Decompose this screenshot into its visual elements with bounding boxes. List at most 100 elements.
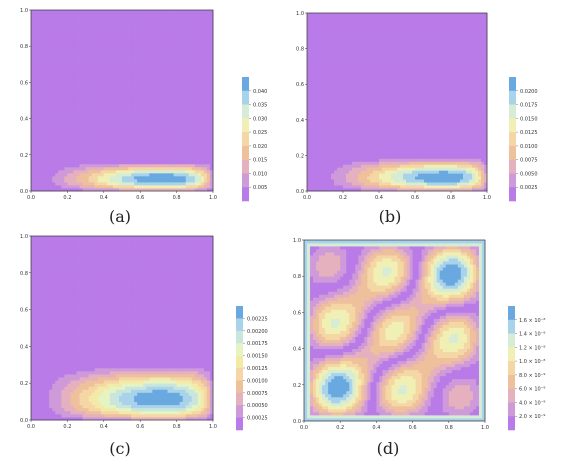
contour-cell — [307, 146, 311, 150]
contour-cell — [79, 16, 83, 20]
contour-cell — [31, 187, 35, 192]
contour-cell — [70, 187, 74, 192]
contour-cell — [118, 31, 123, 35]
contour-cell — [103, 43, 108, 47]
contour-cell — [118, 130, 123, 135]
contour-cell — [79, 121, 83, 126]
contour-cell — [188, 121, 193, 126]
contour-cell — [310, 152, 314, 156]
contour-cell — [409, 176, 413, 180]
contour-cell — [176, 61, 181, 65]
contour-cell — [43, 178, 47, 183]
contour-cell — [103, 169, 108, 174]
contour-cell — [128, 112, 132, 116]
contour-cell — [388, 167, 392, 171]
contour-cell — [170, 79, 174, 83]
contour-cell — [430, 179, 434, 183]
contour-cell — [430, 137, 434, 141]
contour-cell — [397, 173, 401, 177]
contour-cell — [58, 175, 62, 180]
contour-cell — [140, 91, 144, 95]
contour-cell — [352, 179, 356, 183]
contour-cell — [76, 76, 80, 80]
contour-cell — [64, 115, 68, 119]
contour-cell — [382, 152, 386, 156]
contour-cell — [364, 149, 368, 153]
contour-cell — [70, 13, 74, 17]
contour-cell — [97, 37, 102, 41]
contour-cell — [55, 142, 59, 147]
contour-cell — [361, 179, 365, 183]
contour-cell — [170, 103, 174, 107]
contour-cell — [325, 185, 329, 189]
contour-cell — [88, 184, 93, 189]
contour-cell — [106, 118, 111, 123]
contour-cell — [79, 94, 83, 98]
contour-cell — [94, 172, 99, 177]
contour-cell — [182, 181, 187, 186]
contour-cell — [325, 131, 329, 136]
contour-cell — [349, 128, 353, 133]
contour-cell — [73, 67, 77, 71]
contour-cell — [427, 125, 431, 130]
contour-cell — [373, 122, 377, 127]
contour-cell — [46, 46, 50, 50]
contour-cell — [76, 19, 80, 23]
contour-cell — [197, 172, 202, 177]
contour-cell — [146, 40, 150, 44]
contour-cell — [194, 37, 199, 41]
contour-cell — [88, 175, 93, 180]
contour-cell — [155, 187, 159, 192]
contour-cell — [313, 170, 317, 174]
contour-cell — [463, 125, 467, 130]
contour-cell — [188, 142, 193, 147]
contour-cell — [143, 28, 147, 32]
contour-cell — [436, 152, 440, 156]
contour-cell — [91, 115, 96, 119]
contour-cell — [463, 143, 467, 147]
contour-cell — [439, 146, 443, 150]
contour-cell — [55, 28, 59, 32]
contour-cell — [191, 31, 196, 35]
contour-cell — [391, 170, 395, 174]
contour-cell — [31, 118, 35, 123]
contour-cell — [352, 173, 356, 177]
contour-cell — [170, 67, 174, 71]
contour-cell — [131, 148, 135, 153]
contour-cell — [134, 88, 138, 92]
contour-cell — [418, 188, 422, 192]
contour-cell — [82, 37, 86, 41]
contour-cell — [103, 10, 108, 14]
contour-cell — [418, 134, 422, 138]
contour-cell — [76, 73, 80, 77]
contour-cell — [185, 91, 190, 95]
contour-cell — [40, 55, 44, 59]
contour-cell — [118, 160, 123, 165]
contour-cell — [55, 85, 59, 89]
contour-cell — [325, 164, 329, 168]
contour-cell — [334, 131, 338, 136]
contour-cell — [457, 134, 461, 138]
contour-cell — [200, 13, 205, 17]
contour-cell — [82, 70, 86, 74]
contour-cell — [37, 112, 41, 116]
contour-cell — [361, 170, 365, 174]
contour-cell — [115, 34, 120, 38]
contour-cell — [109, 175, 114, 180]
contour-cell — [182, 148, 187, 153]
contour-cell — [448, 185, 452, 189]
contour-cell — [313, 143, 317, 147]
contour-cell — [128, 67, 132, 71]
contour-cell — [106, 91, 111, 95]
contour-cell — [149, 19, 153, 23]
contour-cell — [79, 106, 83, 110]
contour-cell — [433, 137, 437, 141]
contour-cell — [31, 148, 35, 153]
contour-cell — [466, 179, 470, 183]
contour-cell — [46, 151, 50, 156]
contour-cell — [206, 34, 211, 38]
contour-cell — [137, 103, 141, 107]
contour-cell — [37, 115, 41, 119]
contour-cell — [379, 131, 383, 136]
contour-cell — [439, 188, 443, 192]
